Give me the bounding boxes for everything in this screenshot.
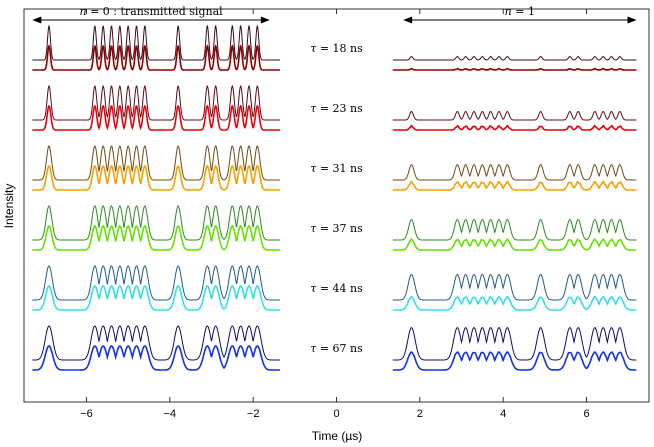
reference-trace-44 — [32, 265, 637, 301]
label-n0-text: = 0 : transmitted signal — [87, 5, 224, 18]
x-axis-ticks: −6 −4 −2 0 2 4 6 — [80, 9, 590, 420]
tau-label-37: τ = 37 ns — [310, 222, 363, 235]
tau-label-text-37: = 37 ns — [316, 222, 363, 235]
x-tick-label-0: −6 — [80, 408, 93, 420]
tau-label-var-23: τ — [310, 102, 317, 115]
tau-label-var-37: τ — [310, 222, 317, 235]
x-tick-label-5: 4 — [500, 408, 506, 420]
signal-trace-31 — [32, 165, 637, 191]
x-axis-title: Time (µs) — [312, 429, 362, 443]
label-n1-var: n — [505, 5, 512, 18]
tau-label-text-23: = 23 ns — [316, 102, 363, 115]
tau-label-var-18: τ — [310, 42, 317, 55]
x-tick-label-6: 6 — [583, 408, 589, 420]
signal-trace-44 — [32, 285, 637, 311]
signal-trace-23 — [32, 104, 637, 131]
tau-label-text-67: = 67 ns — [316, 342, 363, 355]
tau-label-text-18: = 18 ns — [316, 42, 363, 55]
tau-label-var-44: τ — [310, 282, 317, 295]
reference-trace-31 — [32, 145, 637, 181]
signal-trace-37 — [32, 225, 637, 251]
annotation-n1: n = 1 — [403, 5, 637, 24]
label-n1-text: = 1 — [512, 5, 535, 18]
tau-label-text-31: = 31 ns — [316, 162, 363, 175]
tau-label-var-31: τ — [310, 162, 317, 175]
x-tick-label-3: 0 — [333, 408, 339, 420]
reference-trace-37 — [32, 205, 637, 241]
tau-label-31: τ = 31 ns — [310, 162, 363, 175]
tau-label-text-44: = 44 ns — [316, 282, 363, 295]
tau-labels: τ = 18 nsτ = 23 nsτ = 31 nsτ = 37 nsτ = … — [310, 42, 363, 355]
reference-trace-23 — [32, 85, 637, 121]
y-axis-title: Intensity — [2, 184, 16, 229]
arrow-n1-left-head — [403, 16, 413, 24]
reference-trace-67 — [32, 325, 637, 361]
tau-label-67: τ = 67 ns — [310, 342, 363, 355]
traces — [32, 24, 637, 371]
tau-label-23: τ = 23 ns — [310, 102, 363, 115]
x-tick-label-4: 2 — [417, 408, 423, 420]
arrow-n0-left-head — [32, 16, 42, 24]
tau-label-18: τ = 18 ns — [310, 42, 363, 55]
signal-trace-18 — [32, 44, 637, 71]
arrow-n1-right-head — [627, 16, 637, 24]
arrow-n0-right-head — [260, 16, 270, 24]
signal-trace-67 — [32, 345, 637, 371]
label-n1: n = 1 — [505, 5, 535, 18]
tau-label-var-67: τ — [310, 342, 317, 355]
tau-label-44: τ = 44 ns — [310, 282, 363, 295]
x-tick-label-1: −4 — [164, 408, 177, 420]
x-tick-label-2: −2 — [247, 408, 260, 420]
annotation-n0: n = 0 : transmitted signal — [32, 5, 270, 24]
label-n0: n = 0 : transmitted signal — [79, 5, 223, 18]
label-n0-var: n — [79, 5, 86, 18]
reference-trace-18 — [32, 24, 637, 61]
